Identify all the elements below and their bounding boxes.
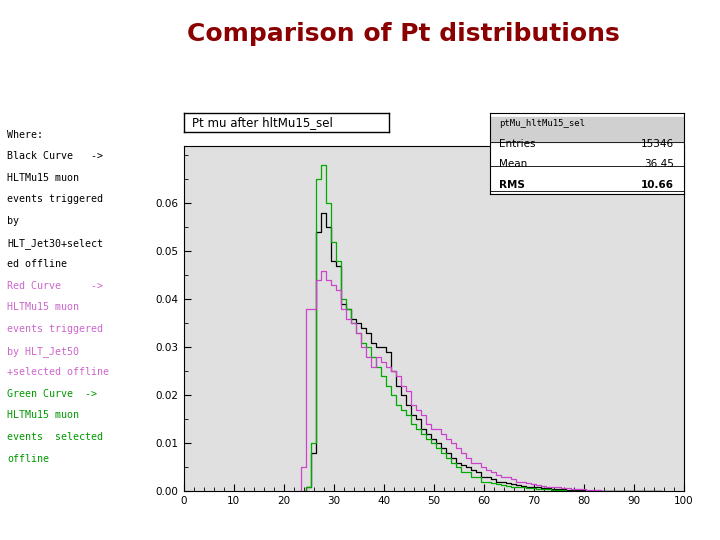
Text: HLT_Jet30+select: HLT_Jet30+select — [7, 238, 103, 248]
Text: events triggered: events triggered — [7, 324, 103, 334]
Text: by: by — [7, 216, 19, 226]
Bar — [490, 117, 684, 141]
Text: Black Curve   ->: Black Curve -> — [7, 151, 103, 161]
Text: ptMu_hltMu15_sel: ptMu_hltMu15_sel — [500, 119, 585, 127]
Text: 36.45: 36.45 — [644, 159, 674, 170]
Text: +selected offline: +selected offline — [7, 367, 109, 377]
Text: Pt mu after hltMu15_sel: Pt mu after hltMu15_sel — [192, 116, 333, 130]
Text: 15346: 15346 — [641, 139, 674, 149]
Text: Red Curve     ->: Red Curve -> — [7, 281, 103, 291]
Text: events  selected: events selected — [7, 432, 103, 442]
Text: ed offline: ed offline — [7, 259, 67, 269]
Text: offline: offline — [7, 454, 49, 464]
Text: Comparison of Pt distributions: Comparison of Pt distributions — [186, 22, 620, 45]
Text: Where:: Where: — [7, 130, 43, 140]
Text: HLTMu15 muon: HLTMu15 muon — [7, 410, 79, 421]
Text: Green Curve  ->: Green Curve -> — [7, 389, 97, 399]
Text: events triggered: events triggered — [7, 194, 103, 205]
Text: HLTMu15 muon: HLTMu15 muon — [7, 302, 79, 313]
Text: Entries: Entries — [500, 139, 536, 149]
Text: 10.66: 10.66 — [642, 180, 674, 190]
Text: Mean: Mean — [500, 159, 528, 170]
Text: by HLT_Jet50: by HLT_Jet50 — [7, 346, 79, 356]
Text: HLTMu15 muon: HLTMu15 muon — [7, 173, 79, 183]
Text: RMS: RMS — [500, 180, 525, 190]
